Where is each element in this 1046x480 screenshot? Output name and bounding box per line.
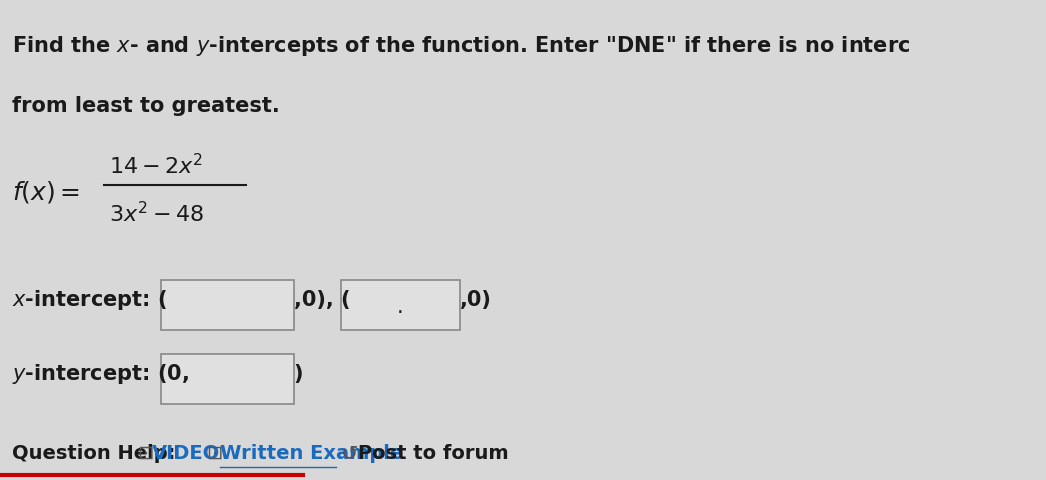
Text: ⊡: ⊡ [137,444,154,463]
FancyBboxPatch shape [341,279,459,330]
Text: $x$-intercept: (: $x$-intercept: ( [13,288,167,312]
Text: $f(x) = $: $f(x) = $ [13,179,81,205]
Text: Question Help:: Question Help: [13,444,176,463]
Text: ,0), (: ,0), ( [294,290,350,310]
Text: Written Example: Written Example [220,444,403,463]
Text: ,0): ,0) [459,290,492,310]
Text: from least to greatest.: from least to greatest. [13,96,280,116]
FancyBboxPatch shape [161,279,294,330]
Text: .: . [397,297,404,317]
Text: ): ) [294,364,303,384]
Text: VIDEO: VIDEO [152,444,220,463]
Text: ⊡: ⊡ [207,444,223,463]
Text: $3x^2 - 48$: $3x^2 - 48$ [109,201,204,226]
Text: $y$-intercept: (0,: $y$-intercept: (0, [13,362,189,386]
Text: Post to forum: Post to forum [359,444,509,463]
Text: $14 - 2x^2$: $14 - 2x^2$ [109,153,203,178]
Text: Find the $x$- and $y$-intercepts of the function. Enter "DNE" if there is no int: Find the $x$- and $y$-intercepts of the … [13,34,911,58]
FancyBboxPatch shape [161,354,294,404]
Text: ↺: ↺ [341,444,359,464]
